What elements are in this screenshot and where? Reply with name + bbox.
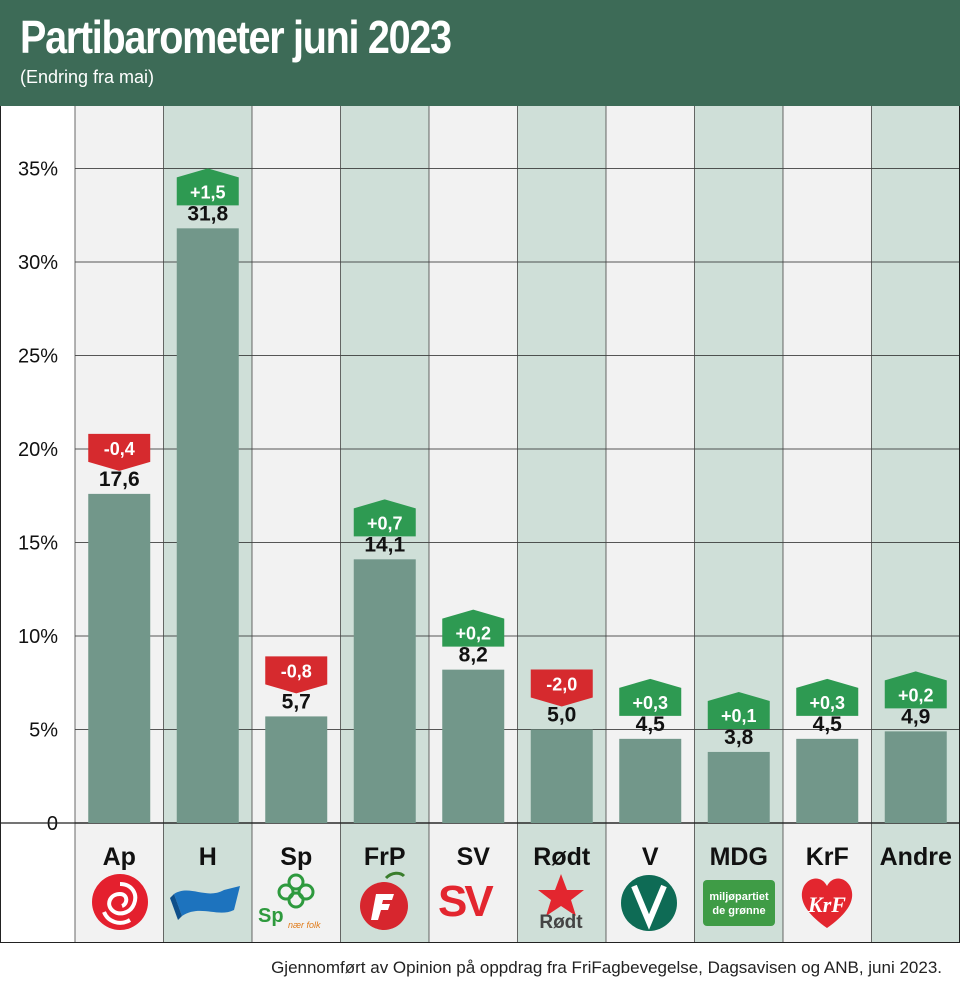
source-note: Gjennomført av Opinion på oppdrag fra Fr… [271, 958, 942, 977]
chart-subtitle: (Endring fra mai) [20, 67, 155, 87]
change-badge-ap [88, 433, 151, 471]
bar-frp [353, 559, 416, 823]
change-badge-mdg [707, 691, 770, 729]
value-label-andre: 4,9 [901, 705, 930, 728]
change-label-sv: +0,2 [455, 624, 491, 644]
category-label-andre: Andre [880, 843, 952, 871]
change-badge-h [176, 168, 239, 206]
rodt-logo-text: Rødt [539, 912, 583, 932]
y-tick-label: 20% [18, 439, 58, 461]
rodt-star-icon: Rødt [538, 874, 584, 932]
y-axis-gutter [0, 106, 75, 823]
y-tick-label: 0 [47, 813, 58, 835]
change-badge-krf [796, 678, 859, 716]
category-label-v: V [642, 843, 659, 871]
change-label-h: +1,5 [190, 182, 226, 202]
bar-sp [265, 716, 328, 823]
chart-header: Partibarometer juni 2023 (Endring fra ma… [0, 0, 960, 106]
change-label-andre: +0,2 [898, 685, 934, 705]
frp-apple-icon [360, 871, 408, 930]
sp-clover-icon: Sp nær folk [258, 873, 321, 930]
chart-title: Partibarometer juni 2023 [20, 11, 452, 63]
chart-frame [0, 106, 960, 943]
value-label-mdg: 3,8 [724, 726, 754, 749]
mdg-logo-line2: de grønne [712, 905, 765, 917]
value-label-h: 31,8 [187, 202, 228, 225]
category-label-frp: FrP [364, 843, 406, 871]
bar-mdg [707, 751, 770, 823]
change-label-rødt: -2,0 [546, 675, 577, 695]
change-label-krf: +0,3 [809, 693, 845, 713]
mdg-logo-icon: miljøpartiet de grønne [703, 880, 775, 926]
change-badge-frp [353, 499, 416, 537]
y-tick-label: 25% [18, 346, 58, 368]
category-label-ap: Ap [103, 843, 136, 871]
sp-logo-slogan: nær folk [288, 920, 321, 930]
change-badge-sv [442, 609, 505, 647]
y-tick-label: 35% [18, 159, 58, 181]
change-label-ap: -0,4 [104, 439, 135, 459]
bar-ap [88, 493, 151, 823]
sp-logo-text: Sp [258, 905, 284, 927]
bar-chart: 0 5% 10% 15% 20% 25% 30% 35% 17,6 -0,4 Ap 31,8+1,5 H… [0, 106, 960, 942]
bar-sv [442, 669, 505, 823]
value-label-rødt: 5,0 [547, 704, 576, 727]
ap-rose-icon [92, 874, 148, 930]
y-tick-label: 5% [29, 720, 58, 742]
change-badge-rødt [530, 669, 593, 707]
change-label-v: +0,3 [632, 693, 668, 713]
change-label-frp: +0,7 [367, 513, 403, 533]
krf-heart-icon: KrF [801, 878, 853, 928]
y-tick-label: 10% [18, 626, 58, 648]
bar-krf [796, 738, 859, 823]
change-badge-sp [265, 656, 328, 694]
category-label-sv: SV [457, 843, 491, 871]
mdg-logo-line1: miljøpartiet [709, 891, 769, 903]
bar-andre [884, 731, 947, 823]
value-label-sp: 5,7 [282, 690, 311, 713]
v-logo-icon [621, 875, 677, 931]
sv-logo-icon: SV [438, 878, 497, 922]
y-tick-label: 30% [18, 252, 58, 274]
value-label-sv: 8,2 [459, 644, 488, 667]
h-banner-icon [170, 886, 240, 920]
y-tick-label: 15% [18, 533, 58, 555]
value-label-krf: 4,5 [813, 713, 843, 736]
bar-rødt [530, 729, 593, 823]
category-label-sp: Sp [280, 843, 312, 871]
krf-logo-text: KrF [807, 892, 846, 917]
category-label-mdg: MDG [710, 843, 768, 871]
category-label-h: H [199, 843, 217, 871]
bar-v [619, 738, 682, 823]
value-label-ap: 17,6 [99, 468, 140, 491]
category-label-rødt: Rødt [533, 843, 591, 871]
sv-logo-text: SV [438, 878, 494, 922]
value-label-v: 4,5 [636, 713, 666, 736]
change-label-mdg: +0,1 [721, 706, 757, 726]
value-label-frp: 14,1 [364, 533, 405, 556]
category-label-krf: KrF [806, 843, 849, 871]
change-label-sp: -0,8 [281, 661, 312, 681]
change-badge-v [619, 678, 682, 716]
bar-h [176, 228, 239, 824]
change-badge-andre [884, 671, 947, 709]
